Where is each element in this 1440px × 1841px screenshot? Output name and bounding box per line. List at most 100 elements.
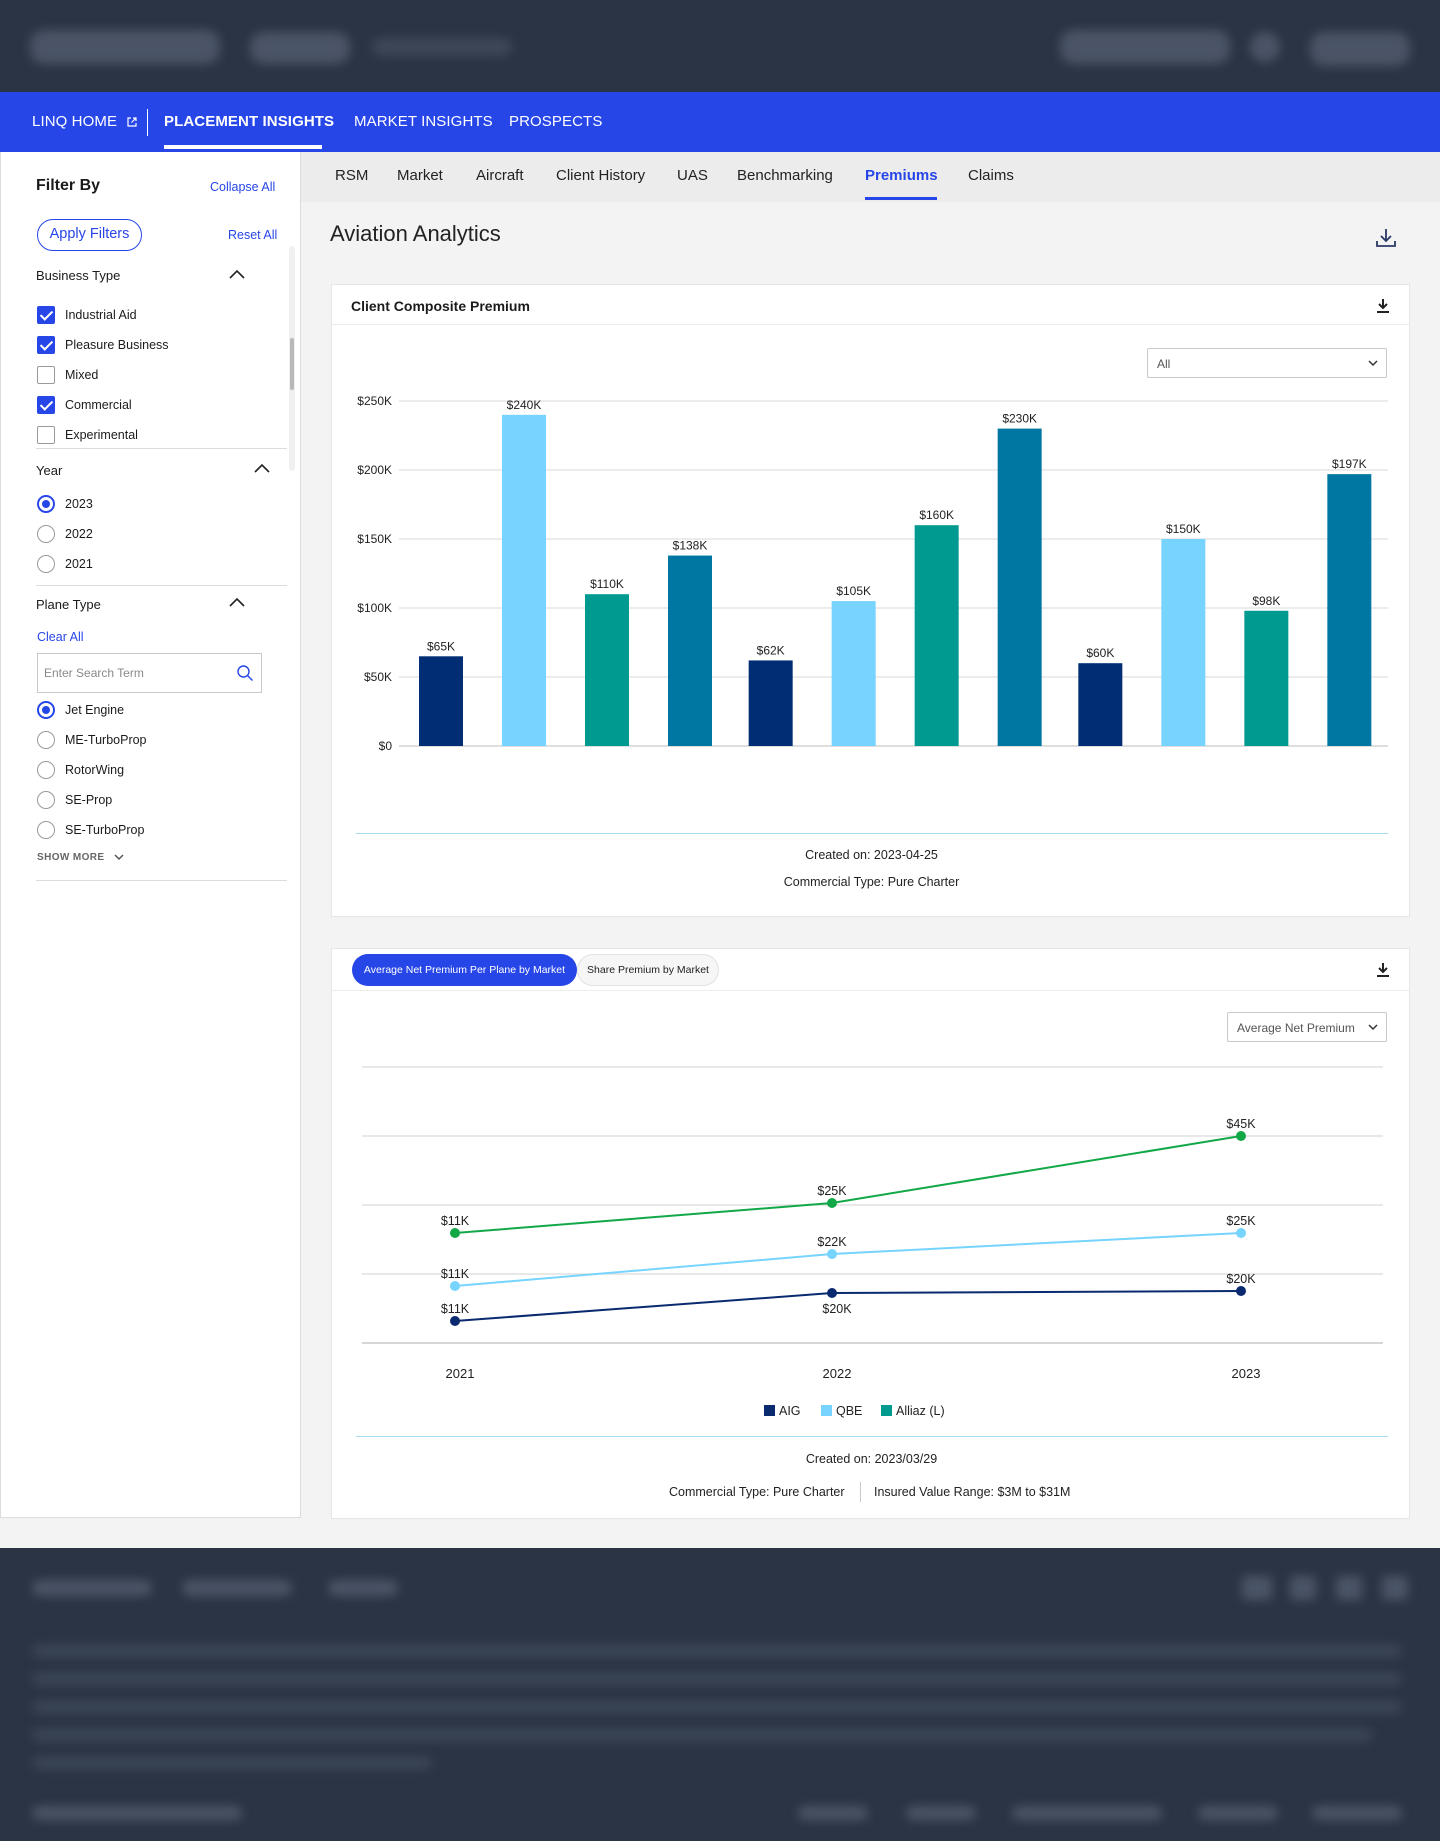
show-more-link[interactable]: SHOW MORE (37, 852, 124, 863)
footer-link[interactable] (1312, 1806, 1402, 1820)
footer-legal-text (32, 1728, 1372, 1742)
radio-button[interactable] (37, 821, 55, 839)
point-value-label: $22K (817, 1235, 847, 1249)
search-icon[interactable] (236, 664, 254, 682)
checkbox[interactable] (37, 426, 55, 444)
y-tick-label: $200K (357, 463, 392, 477)
nav-placement-insights[interactable]: PLACEMENT INSIGHTS (164, 113, 335, 130)
footer-link[interactable] (906, 1806, 976, 1820)
tab-aircraft[interactable]: Aircraft (476, 167, 524, 184)
chevron-down-icon (1368, 1024, 1378, 1031)
toggle-average-net-premium[interactable]: Average Net Premium Per Plane by Market (352, 954, 577, 986)
data-point (827, 1198, 837, 1208)
tab-market[interactable]: Market (397, 167, 443, 184)
radio-button[interactable] (37, 791, 55, 809)
reset-all-link[interactable]: Reset All (228, 228, 278, 242)
option-label: Industrial Aid (65, 308, 137, 322)
point-value-label: $45K (1226, 1117, 1256, 1131)
social-icon[interactable] (1336, 1576, 1362, 1600)
toggle-share-premium[interactable]: Share Premium by Market (577, 954, 719, 986)
bar (1244, 610, 1289, 746)
radio-button[interactable] (37, 525, 55, 543)
bar (585, 594, 629, 746)
select-value: All (1157, 357, 1171, 371)
checkbox[interactable] (37, 396, 55, 414)
clear-all-link[interactable]: Clear All (37, 630, 84, 644)
footer-link[interactable] (328, 1580, 398, 1596)
bar (831, 601, 876, 746)
bar (1327, 474, 1372, 746)
plane-type-search[interactable] (37, 653, 262, 693)
tab-premiums[interactable]: Premiums (865, 167, 938, 184)
nav-prospects[interactable]: PROSPECTS (509, 113, 603, 130)
y-tick-label: $50K (364, 670, 392, 684)
footer-link[interactable] (32, 1580, 152, 1596)
chevron-up-icon[interactable] (229, 597, 245, 607)
checkbox[interactable] (37, 306, 55, 324)
apply-filters-button[interactable]: Apply Filters (37, 219, 142, 251)
option-label: 2022 (65, 527, 93, 541)
social-icon[interactable] (1290, 1576, 1316, 1600)
social-icon[interactable] (1382, 1576, 1408, 1600)
checkbox[interactable] (37, 336, 55, 354)
radio-button[interactable] (37, 731, 55, 749)
data-point (450, 1228, 460, 1238)
show-more-label: SHOW MORE (37, 852, 105, 863)
bar (1078, 663, 1123, 746)
footer-link[interactable] (182, 1580, 292, 1596)
search-input[interactable] (44, 662, 224, 684)
x-tick-label: 2023 (1232, 1366, 1261, 1381)
option-label: Mixed (65, 368, 99, 382)
plane-type-title: Plane Type (36, 597, 101, 612)
header-tagline (372, 38, 512, 56)
composite-premium-bar-chart: $0 $50K $100K $150K $200K $250K $65K $240K $110K… (357, 394, 1388, 753)
footer-link[interactable] (1198, 1806, 1278, 1820)
y-tick-label: $100K (357, 601, 392, 615)
radio-button[interactable] (37, 761, 55, 779)
client-composite-premium-card: Client Composite Premium All $0 $50K $100K… (331, 284, 1410, 917)
checkbox[interactable] (37, 366, 55, 384)
radio-button[interactable] (37, 495, 55, 513)
download-icon[interactable] (1376, 962, 1390, 978)
header-icon[interactable] (1250, 32, 1280, 62)
header-user-info[interactable] (1060, 30, 1230, 64)
nav-market-insights[interactable]: MARKET INSIGHTS (354, 113, 493, 130)
download-icon[interactable] (1374, 226, 1398, 250)
radio-button[interactable] (37, 555, 55, 573)
legend-label: QBE (836, 1404, 862, 1418)
nav-linq-home[interactable]: LINQ HOME (32, 92, 137, 152)
social-icon[interactable] (1242, 1576, 1272, 1600)
filter-scroll-thumb[interactable] (290, 338, 294, 390)
bar-value-label: $197K (1332, 457, 1367, 471)
footer-legal-text (32, 1700, 1402, 1714)
footer-link[interactable] (798, 1806, 868, 1820)
metric-select[interactable]: Average Net Premium (1227, 1012, 1387, 1042)
bar-value-label: $240K (507, 398, 542, 412)
option-label: Pleasure Business (65, 338, 169, 352)
tab-client-history[interactable]: Client History (556, 167, 646, 184)
option-label: 2023 (65, 497, 93, 511)
page-footer (0, 1548, 1440, 1841)
option-label: RotorWing (65, 763, 125, 777)
header-account[interactable] (1310, 32, 1410, 66)
chevron-up-icon[interactable] (254, 463, 270, 473)
radio-button[interactable] (37, 701, 55, 719)
download-icon[interactable] (1376, 298, 1390, 314)
bar (502, 414, 546, 746)
tab-benchmarking[interactable]: Benchmarking (737, 167, 833, 184)
commercial-type: Commercial Type: Pure Charter (669, 1485, 845, 1499)
series-line (454, 1135, 1242, 1234)
bar-value-label: $230K (1002, 412, 1037, 426)
chevron-up-icon[interactable] (229, 269, 245, 279)
card-footer-divider (356, 833, 1388, 834)
composite-filter-select[interactable]: All (1147, 348, 1387, 378)
footnote-divider (860, 1482, 861, 1502)
y-tick-label: $150K (357, 532, 392, 546)
card-header: Average Net Premium Per Plane by Market … (332, 949, 1409, 991)
tab-uas[interactable]: UAS (677, 167, 708, 184)
tab-claims[interactable]: Claims (968, 167, 1014, 184)
footer-link[interactable] (1012, 1806, 1162, 1820)
collapse-all-link[interactable]: Collapse All (210, 180, 276, 194)
tab-rsm[interactable]: RSM (335, 167, 369, 184)
option-label: Commercial (65, 398, 132, 412)
